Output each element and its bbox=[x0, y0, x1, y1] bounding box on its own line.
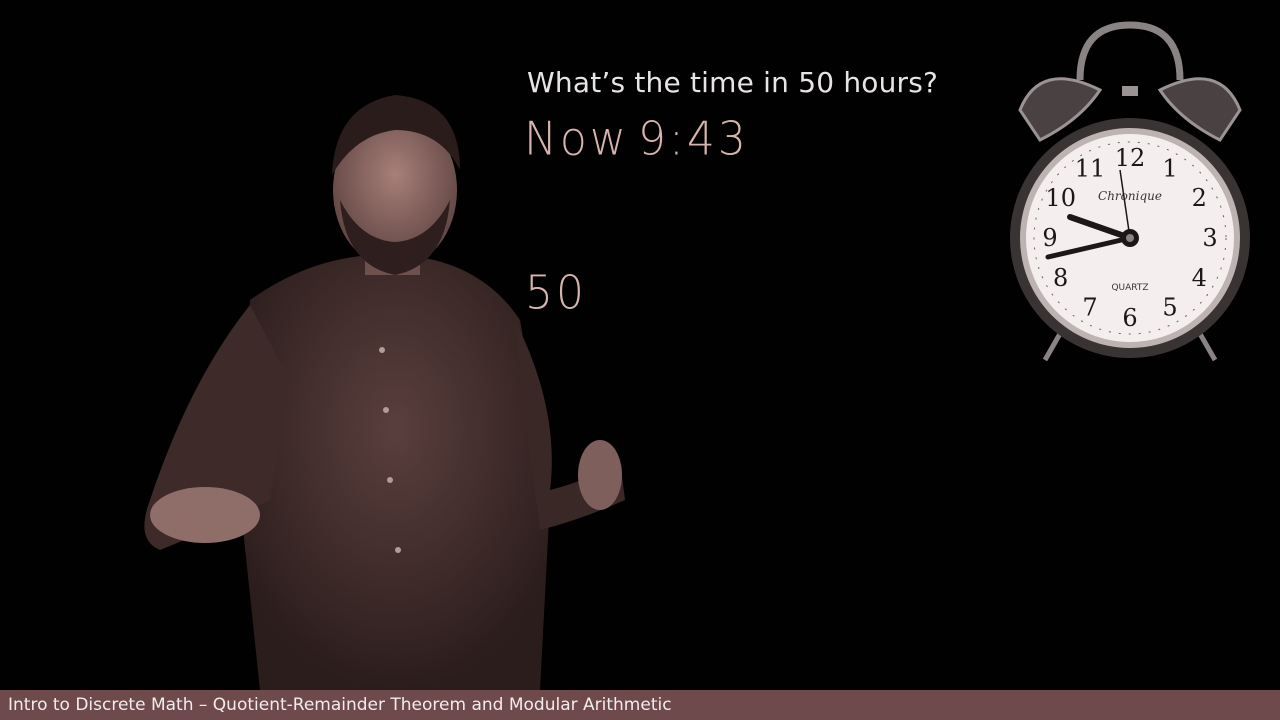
clock-numeral: 11 bbox=[1075, 155, 1106, 183]
clock-numeral: 12 bbox=[1115, 144, 1146, 172]
video-frame[interactable]: What’s the time in 50 hours? Now 9:43 50… bbox=[0, 0, 1280, 690]
now-label: Now bbox=[524, 112, 629, 167]
video-title-bar: Intro to Discrete Math – Quotient-Remain… bbox=[0, 690, 1280, 720]
clock-numeral: 10 bbox=[1045, 184, 1076, 212]
hours-value: 50 bbox=[525, 266, 587, 321]
video-title: Intro to Discrete Math – Quotient-Remain… bbox=[8, 695, 672, 715]
now-time: 9:43 bbox=[638, 112, 749, 167]
presenter-figure bbox=[144, 95, 625, 690]
clock-numeral: 5 bbox=[1162, 293, 1177, 321]
clock-numeral: 2 bbox=[1192, 184, 1207, 212]
clock-numeral: 6 bbox=[1122, 304, 1137, 332]
clock-numeral: 1 bbox=[1162, 155, 1177, 183]
clock-numeral: 3 bbox=[1202, 224, 1217, 252]
question-text: What’s the time in 50 hours? bbox=[527, 66, 939, 99]
clock-numeral: 9 bbox=[1042, 224, 1057, 252]
clock-face-label: QUARTZ bbox=[1111, 283, 1148, 293]
clock-numeral: 7 bbox=[1082, 293, 1097, 321]
clock-brand: Chronique bbox=[1098, 189, 1162, 203]
clock-numeral: 8 bbox=[1053, 264, 1068, 292]
clock-numeral: 4 bbox=[1192, 264, 1207, 292]
